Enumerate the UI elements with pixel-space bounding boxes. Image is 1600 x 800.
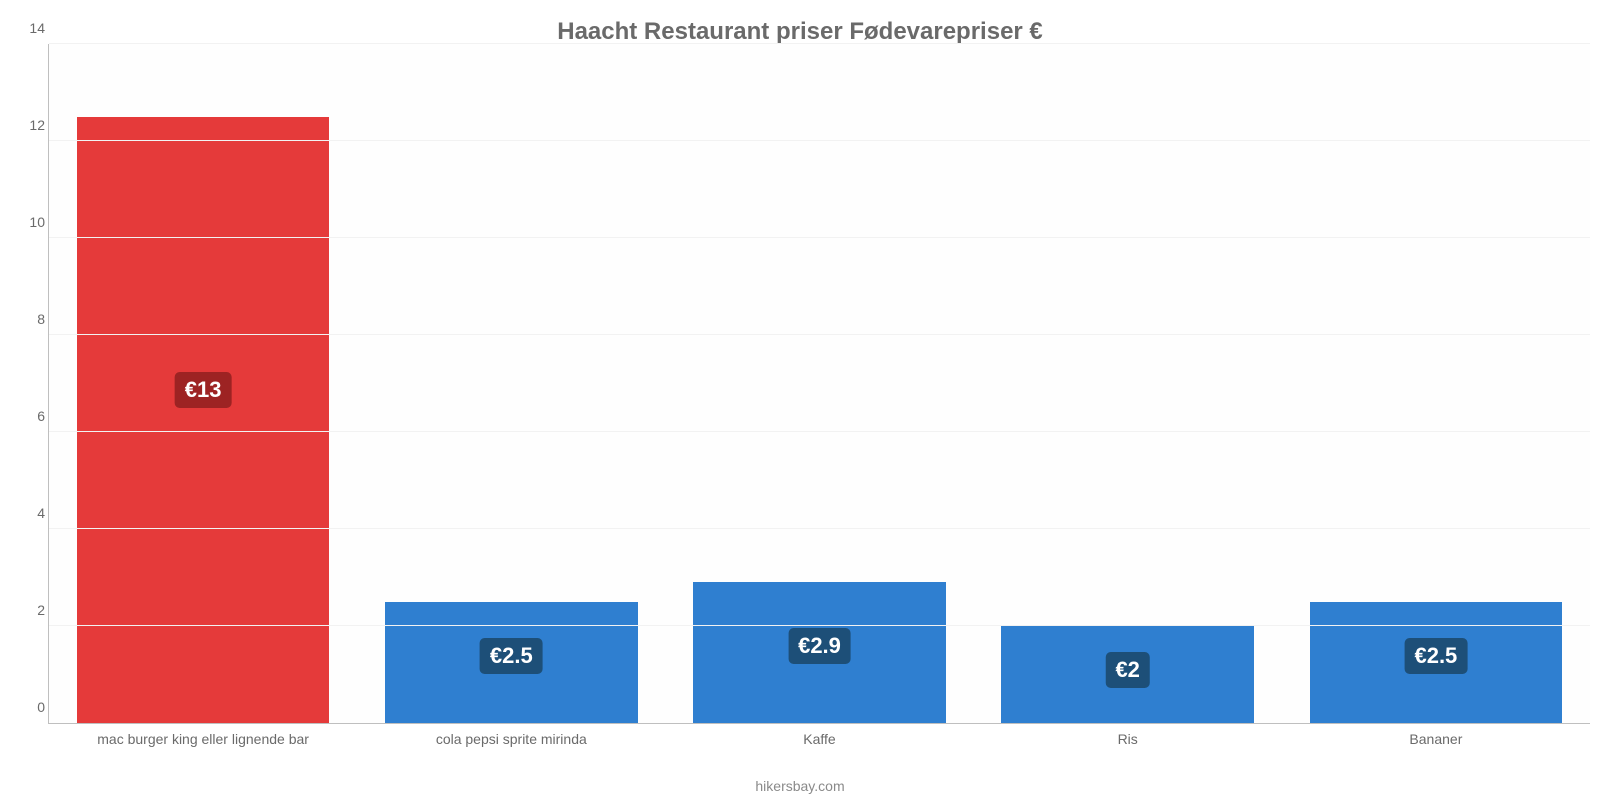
bar (77, 117, 330, 723)
x-tick-label: cola pepsi sprite mirinda (436, 731, 587, 747)
y-tick-label: 14 (5, 20, 45, 36)
y-tick-label: 8 (5, 311, 45, 327)
x-tick-label: Bananer (1409, 731, 1462, 747)
grid-line (49, 625, 1590, 626)
plot-area: €13€2.5€2.9€2€2.5 02468101214mac burger … (48, 44, 1590, 724)
value-label: €2.5 (1404, 638, 1467, 674)
value-label: €2.5 (480, 638, 543, 674)
y-tick-label: 12 (5, 117, 45, 133)
chart-title: Haacht Restaurant priser Fødevarepriser … (0, 18, 1600, 46)
value-label: €13 (175, 372, 232, 408)
grid-line (49, 334, 1590, 335)
y-tick-label: 10 (5, 214, 45, 230)
chart-container: Haacht Restaurant priser Fødevarepriser … (0, 0, 1600, 800)
bar-area: €13 €2.5 €2.9 €2 €2.5 (49, 44, 1590, 723)
grid-line (49, 431, 1590, 432)
y-tick-label: 4 (5, 505, 45, 521)
attribution-text: hikersbay.com (0, 778, 1600, 794)
y-tick-label: 6 (5, 408, 45, 424)
value-label: €2 (1105, 652, 1149, 688)
grid-line (49, 528, 1590, 529)
grid-line (49, 140, 1590, 141)
value-label: €2.9 (788, 628, 851, 664)
y-tick-label: 2 (5, 602, 45, 618)
grid-line (49, 43, 1590, 44)
x-tick-label: Ris (1118, 731, 1138, 747)
x-tick-label: mac burger king eller lignende bar (97, 731, 309, 747)
grid-line (49, 237, 1590, 238)
x-tick-label: Kaffe (803, 731, 835, 747)
y-tick-label: 0 (5, 699, 45, 715)
